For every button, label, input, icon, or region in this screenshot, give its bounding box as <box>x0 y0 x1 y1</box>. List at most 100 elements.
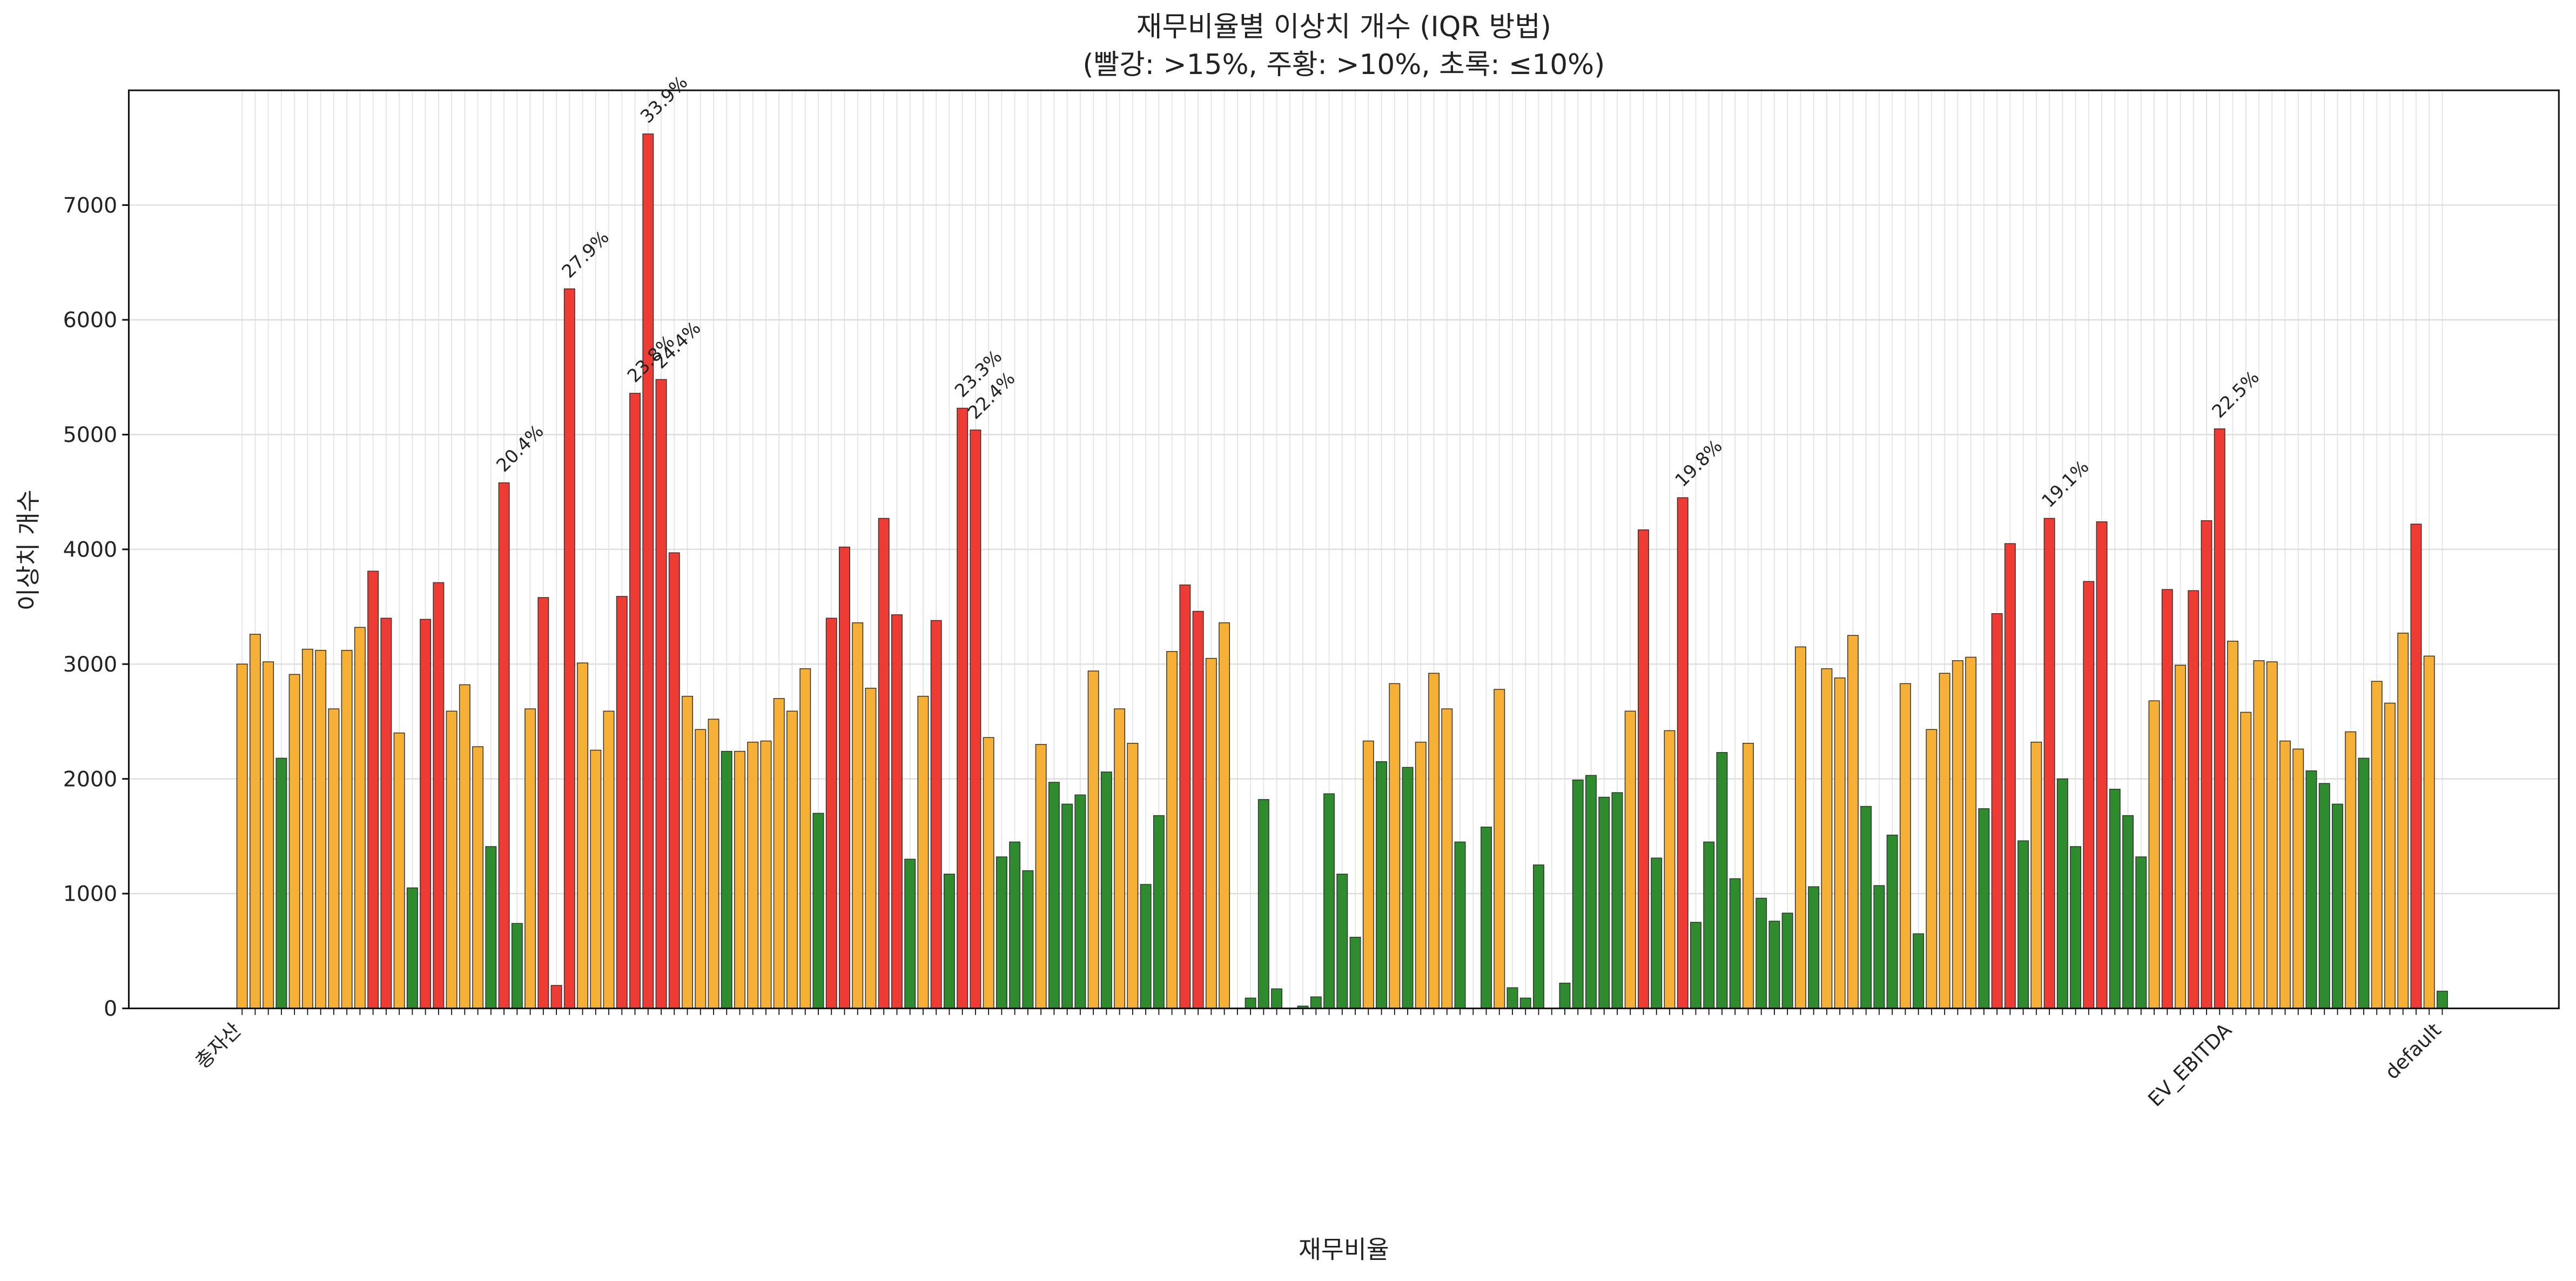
bar <box>301 648 313 1009</box>
bar <box>1166 651 1178 1009</box>
bar <box>1611 792 1623 1009</box>
bar <box>2161 589 2173 1009</box>
bar <box>2135 856 2147 1009</box>
bar <box>367 571 379 1009</box>
bar <box>1192 611 1204 1009</box>
bar <box>839 546 850 1009</box>
bar <box>537 597 549 1009</box>
bar <box>1624 710 1636 1009</box>
bar <box>1651 857 1663 1009</box>
bar <box>2070 846 2082 1009</box>
bar <box>1939 673 1951 1009</box>
y-tick-label: 0 <box>104 996 117 1021</box>
chart-subtitle: (빨강: >15%, 주황: >10%, 초록: ≤10%) <box>1082 49 1605 81</box>
bar <box>825 618 837 1009</box>
bar <box>773 698 785 1009</box>
bar <box>2345 731 2357 1009</box>
bar <box>1257 799 1269 1009</box>
bar <box>2201 520 2212 1009</box>
bar <box>878 518 890 1009</box>
bar <box>524 708 536 1009</box>
bar <box>1952 660 1963 1009</box>
bar <box>943 874 955 1009</box>
bar <box>970 430 981 1009</box>
bar <box>498 482 510 1009</box>
y-tick-label: 5000 <box>63 422 118 447</box>
bar <box>1454 841 1466 1009</box>
y-tick-label: 6000 <box>63 308 118 333</box>
bar <box>1886 834 1898 1009</box>
bar <box>406 887 418 1009</box>
bar <box>472 746 484 1009</box>
bar <box>236 663 248 1009</box>
bar <box>1834 677 1846 1009</box>
bar <box>420 619 432 1009</box>
bar <box>2240 712 2252 1009</box>
bar <box>341 649 353 1009</box>
bar <box>1428 673 1440 1009</box>
bar <box>668 552 680 1009</box>
bar <box>1991 613 2003 1009</box>
chart-title: 재무비율별 이상치 개수 (IQR 방법) <box>1136 11 1551 43</box>
bar <box>1494 689 1505 1009</box>
bar <box>2436 990 2448 1009</box>
bar <box>2423 655 2435 1009</box>
bar <box>1219 622 1230 1009</box>
bar <box>2148 700 2160 1009</box>
bar <box>655 379 667 1009</box>
bar <box>695 729 707 1009</box>
bar <box>315 649 327 1009</box>
bar <box>2384 702 2396 1009</box>
bar <box>708 719 719 1009</box>
bar <box>1598 796 1610 1009</box>
bar <box>760 740 772 1009</box>
bar <box>1847 635 1859 1009</box>
bar <box>577 662 589 1009</box>
bar <box>2279 740 2291 1009</box>
bar <box>1559 982 1571 1009</box>
bar <box>1336 874 1348 1009</box>
bar <box>2030 741 2042 1009</box>
bar <box>550 985 562 1009</box>
bar <box>629 393 641 1009</box>
bar <box>1022 870 1034 1009</box>
bar <box>2332 803 2343 1009</box>
bar <box>983 737 994 1009</box>
bar <box>2305 770 2317 1009</box>
bar <box>2358 757 2370 1009</box>
bar <box>328 708 340 1009</box>
bar <box>1127 742 1139 1009</box>
y-tick-label: 2000 <box>63 767 118 792</box>
bar <box>2175 665 2186 1009</box>
bar <box>2227 640 2238 1009</box>
bar <box>1572 779 1584 1009</box>
bar <box>2109 788 2121 1009</box>
bar <box>1899 683 1911 1009</box>
bar <box>1402 767 1414 1009</box>
bar <box>1756 897 1767 1009</box>
bar <box>2083 581 2095 1009</box>
bar <box>642 133 654 1009</box>
bar <box>2017 840 2029 1009</box>
bar <box>2410 524 2422 1009</box>
bar <box>1245 997 1256 1009</box>
bar <box>682 695 693 1009</box>
bar <box>1716 752 1728 1009</box>
bar <box>1506 987 1518 1009</box>
bar <box>1061 803 1073 1009</box>
bar <box>1481 827 1492 1009</box>
y-tick-label: 7000 <box>63 193 118 218</box>
bar <box>1074 794 1086 1009</box>
bar <box>1441 708 1453 1009</box>
bar <box>263 661 274 1009</box>
bar <box>1533 864 1544 1009</box>
bar <box>2266 661 2278 1009</box>
plot-area <box>129 90 2559 1009</box>
bar <box>433 582 445 1009</box>
bar <box>799 668 811 1009</box>
bar <box>1048 782 1060 1009</box>
bar <box>1729 878 1741 1009</box>
bar <box>1205 658 1217 1009</box>
